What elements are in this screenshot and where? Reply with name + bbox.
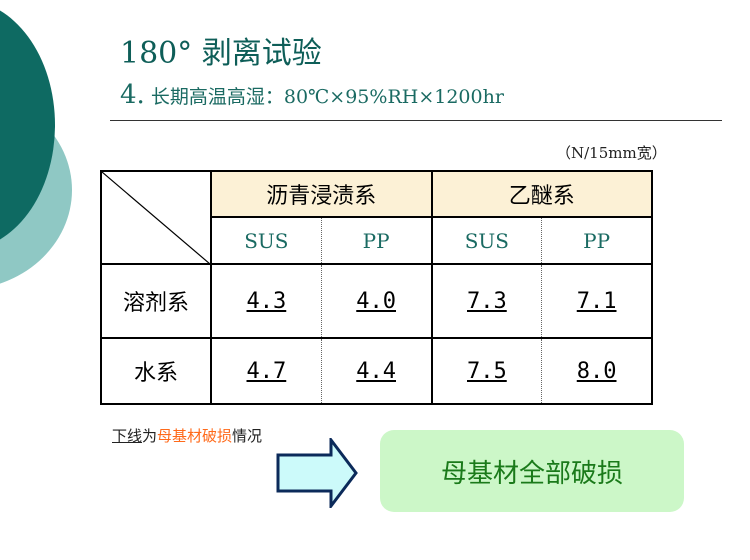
cell-value: 7.5 [430, 337, 543, 405]
sub-header: PP [541, 216, 654, 265]
callout-box: 母基材全部破损 [380, 430, 684, 512]
cell-value: 4.3 [209, 263, 322, 339]
sub-header: SUS [430, 216, 543, 265]
cell-value: 7.3 [430, 263, 543, 339]
note-mid: 为 [142, 427, 158, 445]
row-label: 溶剂系 [100, 263, 212, 339]
decor-circle-dark [0, 10, 55, 240]
group-header: 乙醚系 [430, 170, 653, 218]
sub-header: PP [320, 216, 433, 265]
footnote: 下线为母基材破损情况 [112, 425, 262, 446]
group-header: 沥青浸渍系 [210, 170, 433, 218]
cell-value: 4.0 [320, 263, 433, 339]
page-subtitle: 4. 长期高温高湿：80℃×95%RH×1200hr [120, 80, 504, 110]
unit-label: （N/15mm宽） [556, 144, 667, 162]
note-end: 情况 [232, 427, 263, 445]
arrow-right-icon [276, 438, 358, 508]
table-row: 溶剂系 4.3 4.0 7.3 7.1 [100, 263, 654, 339]
cell-value: 4.4 [320, 337, 433, 405]
page-title: 180° 剥离试验 [120, 36, 322, 71]
sub-header: SUS [209, 216, 322, 265]
subtitle-text: 长期高温高湿：80℃×95%RH×1200hr [150, 86, 504, 108]
corner-cell [100, 170, 212, 265]
cell-value: 7.1 [541, 263, 654, 339]
divider [110, 120, 722, 121]
table-row: 水系 4.7 4.4 7.5 8.0 [100, 337, 654, 405]
row-label: 水系 [100, 337, 212, 405]
note-underline: 下线 [112, 427, 143, 445]
cell-value: 4.7 [209, 337, 322, 405]
decor-circles [0, 10, 72, 284]
cell-value: 8.0 [541, 337, 654, 405]
subtitle-number: 4. [120, 80, 145, 110]
results-table: 沥青浸渍系 乙醚系 SUS PP SUS PP 溶剂系 4.3 4.0 7.3 … [100, 170, 654, 405]
diagonal-line [102, 172, 210, 264]
note-highlight: 母基材破损 [157, 427, 233, 445]
